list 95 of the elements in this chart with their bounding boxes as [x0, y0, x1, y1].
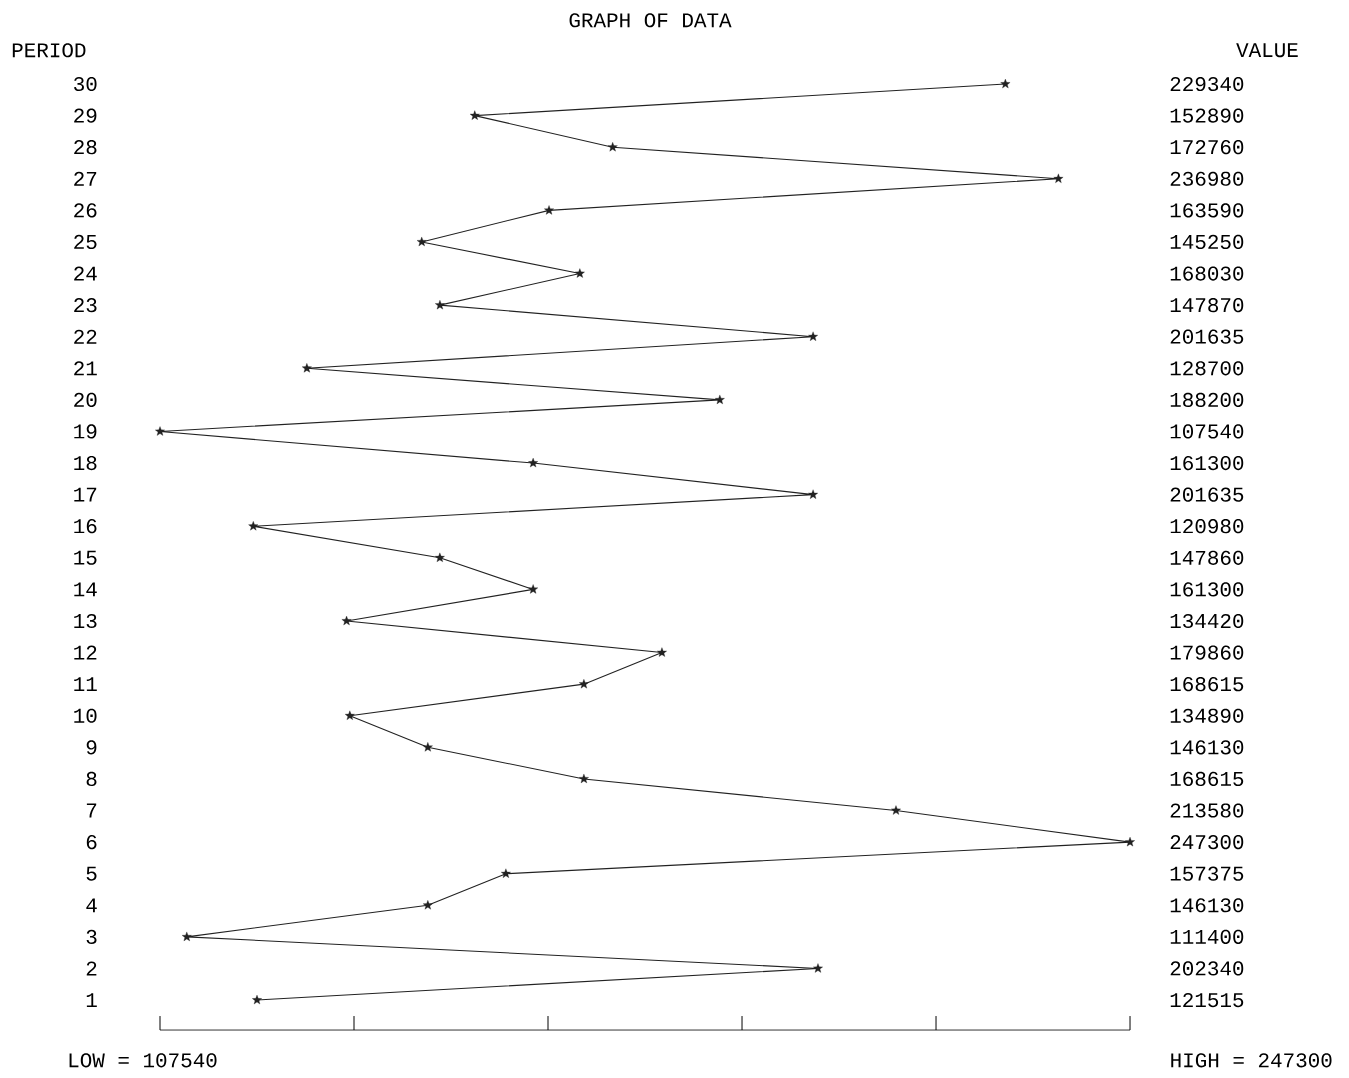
data-label: 146130 — [1170, 898, 1244, 913]
point — [422, 742, 433, 752]
data-label: 145250 — [1170, 234, 1244, 250]
point — [1053, 173, 1064, 183]
data-label: 157375 — [1170, 866, 1244, 881]
data-label: 201635 — [1170, 329, 1244, 344]
y-tick-label: 26 — [74, 203, 97, 218]
point — [434, 552, 445, 562]
point — [579, 679, 589, 689]
point — [574, 268, 585, 278]
y-tick-label: 25 — [74, 234, 97, 250]
data-label: 247300 — [1170, 834, 1244, 850]
y-tick-label: 19 — [74, 424, 97, 439]
y-tick-label: 2 — [86, 961, 97, 976]
point — [344, 710, 355, 720]
y-tick-label: 7 — [86, 803, 97, 818]
data-label: 201635 — [1170, 487, 1244, 502]
data-label: 202340 — [1170, 961, 1244, 976]
point — [248, 521, 259, 531]
data-label: 147860 — [1170, 550, 1244, 565]
chart-title: GRAPH OF DATA — [569, 13, 732, 28]
point — [155, 426, 165, 436]
point — [341, 615, 352, 626]
data-label: 236980 — [1170, 171, 1244, 186]
point — [891, 805, 901, 815]
text: LOW = 107540 — [69, 1053, 217, 1068]
point — [808, 331, 818, 341]
y-tick-label: 6 — [86, 834, 97, 850]
data-label: 161300 — [1170, 582, 1244, 597]
data-label: 179860 — [1170, 645, 1244, 660]
point — [416, 236, 427, 247]
point — [469, 110, 480, 120]
data-label: 147870 — [1170, 298, 1244, 313]
y-tick-label: 29 — [74, 108, 97, 123]
y-tick-label: 5 — [86, 866, 97, 881]
data-label: 134890 — [1170, 708, 1244, 723]
y-tick-label: 17 — [74, 487, 97, 502]
point — [607, 142, 618, 152]
y-tick-label: 15 — [74, 550, 97, 565]
data-label: 168615 — [1170, 677, 1244, 692]
y-tick-label: 9 — [86, 740, 97, 755]
y-tick-label: 8 — [86, 771, 97, 787]
y-tick-label: 30 — [74, 76, 97, 92]
data-label: 163590 — [1170, 203, 1244, 218]
point — [422, 900, 433, 910]
point — [528, 457, 539, 468]
y-tick-label: 23 — [74, 298, 97, 313]
data-label: 161300 — [1170, 455, 1244, 471]
y-tick-label: 11 — [74, 677, 97, 692]
data-label: 111400 — [1170, 929, 1244, 944]
data-label: 134420 — [1170, 613, 1244, 629]
data-label: 120980 — [1170, 519, 1244, 534]
text: HIGH = 247300 — [1171, 1053, 1332, 1068]
data-label: 172760 — [1170, 140, 1244, 155]
data-label: 121515 — [1170, 992, 1244, 1008]
data-label: 152890 — [1170, 108, 1244, 123]
y-tick-label: 10 — [74, 708, 97, 723]
point — [181, 931, 192, 942]
data-label: 229340 — [1170, 76, 1244, 92]
y-tick-label: 13 — [74, 613, 97, 629]
point — [714, 394, 725, 405]
point — [528, 584, 539, 594]
point — [813, 963, 823, 973]
y-tick-label: 27 — [74, 171, 97, 186]
data-label: 213580 — [1170, 803, 1244, 818]
data-label: 168615 — [1170, 771, 1244, 787]
data-label: 168030 — [1170, 266, 1244, 281]
data-label: 146130 — [1170, 740, 1244, 755]
point — [501, 868, 511, 878]
point — [435, 299, 445, 310]
y-tick-label: 20 — [74, 392, 97, 407]
y-tick-label: 3 — [86, 929, 97, 944]
data-label: 188200 — [1170, 392, 1244, 407]
y-tick-label: 16 — [74, 519, 97, 534]
point — [1000, 78, 1011, 89]
text: VALUE — [1236, 43, 1298, 58]
y-tick-label: 18 — [74, 455, 97, 471]
data-label: 107540 — [1170, 424, 1244, 439]
y-tick-label: 4 — [86, 898, 97, 913]
point — [301, 363, 312, 373]
data-label: 128700 — [1170, 361, 1244, 376]
y-tick-label: 28 — [74, 140, 97, 155]
y-tick-label: 12 — [74, 645, 97, 660]
point — [808, 489, 818, 499]
y-axis-title: PERIOD — [12, 43, 86, 58]
point — [657, 647, 667, 657]
point — [544, 205, 554, 215]
point — [252, 994, 262, 1005]
point — [1125, 836, 1135, 847]
y-tick-label: 22 — [74, 329, 97, 344]
y-tick-label: 14 — [74, 582, 97, 597]
y-tick-label: 24 — [74, 266, 97, 281]
y-tick-label: 1 — [86, 993, 97, 1007]
y-tick-label: 21 — [74, 361, 97, 376]
point — [579, 773, 589, 784]
